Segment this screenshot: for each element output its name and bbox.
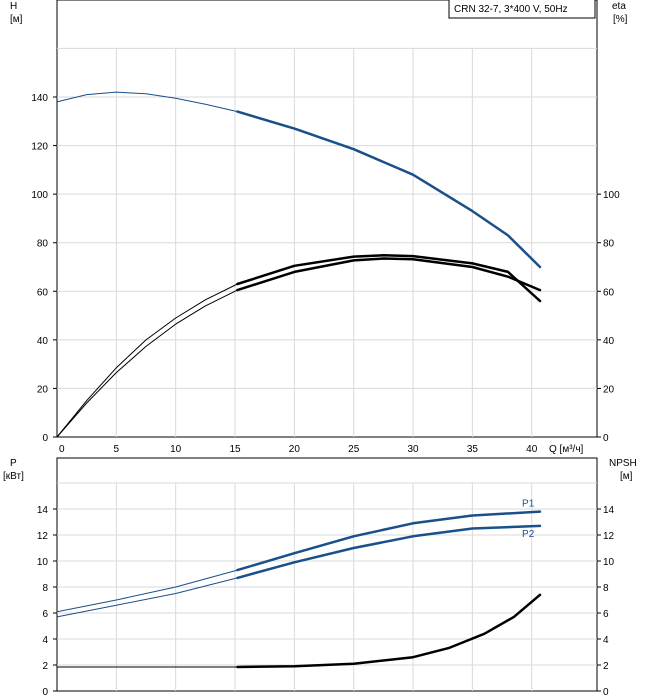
series-eta-lower-line (236, 254, 542, 303)
series-p2-extrapolated-line (56, 577, 238, 618)
left-axis-tick-label: 14 (37, 505, 49, 516)
left-axis-tick-label: 60 (37, 287, 49, 298)
x-axis-tick-label: 20 (289, 444, 301, 455)
x-axis-tick-label: 35 (467, 444, 479, 455)
left-axis-tick-label: 6 (42, 609, 48, 620)
series-p2-label: P2 (522, 529, 535, 540)
right-axis-tick-label: 4 (603, 635, 609, 646)
series-p2-line (236, 524, 542, 580)
right-axis-tick-label: 20 (603, 384, 615, 395)
series-head-extrapolated-line (56, 91, 238, 113)
right-axis-tick-label: 8 (603, 583, 609, 594)
model-label-box (448, 0, 596, 19)
plot-frame (56, 457, 598, 692)
right-axis-tick-label: 60 (603, 287, 615, 298)
x-axis-tick-label: 0 (59, 444, 65, 455)
series-eta-upper-line (236, 257, 542, 292)
series-eta-lower-extrapolated-line (56, 283, 238, 438)
plot-frame (56, 0, 598, 438)
right-axis-tick-label: 0 (603, 687, 609, 698)
left-axis-tick-label: 20 (37, 384, 49, 395)
series-p1-line (236, 510, 542, 572)
right-axis-tick-label: 14 (603, 505, 615, 516)
right-axis-tick-label: 6 (603, 609, 609, 620)
head-efficiency-panel: 020406080100120140020406080100H[м]eta[%]… (10, 0, 628, 455)
x-axis-tick-label: 40 (526, 444, 538, 455)
left-axis-unit: [кВт] (3, 471, 24, 482)
left-axis-tick-label: 0 (42, 433, 48, 444)
x-axis-tick-label: 5 (114, 444, 120, 455)
left-axis-title: H (10, 1, 17, 12)
left-axis-tick-label: 8 (42, 583, 48, 594)
series-head-line (236, 110, 542, 269)
series-npsh-line (236, 593, 542, 669)
x-axis-tick-label: 10 (170, 444, 182, 455)
series-p1-label: P1 (522, 499, 535, 510)
right-axis-tick-label: 2 (603, 661, 609, 672)
right-axis-tick-label: 100 (603, 190, 620, 201)
right-axis-tick-label: 40 (603, 336, 615, 347)
x-axis-title: Q [м³/ч] (549, 444, 584, 455)
x-axis-tick-label: 15 (229, 444, 241, 455)
left-axis-tick-label: 12 (37, 531, 49, 542)
right-axis-tick-label: 12 (603, 531, 615, 542)
left-axis-tick-label: 140 (31, 93, 48, 104)
right-axis-unit: [%] (613, 14, 628, 25)
right-axis-title: eta (612, 1, 626, 12)
right-axis-tick-label: 0 (603, 433, 609, 444)
left-axis-tick-label: 100 (31, 190, 48, 201)
right-axis-tick-label: 10 (603, 557, 615, 568)
right-axis-unit: [м] (620, 471, 633, 482)
left-axis-tick-label: 120 (31, 142, 48, 153)
left-axis-tick-label: 2 (42, 661, 48, 672)
power-npsh-panel: 0 2 4 6 8 10 12 14 0 2 4 6 8 10 12 14 P [кВт] NPSH [м] P1 P2 (3, 457, 637, 698)
x-axis-tick-label: 30 (407, 444, 419, 455)
left-axis-title: P (10, 458, 17, 469)
right-axis-tick-label: 80 (603, 239, 615, 250)
left-axis-tick-label: 0 (42, 687, 48, 698)
left-axis-tick-label: 80 (37, 239, 49, 250)
x-axis-tick-label: 25 (348, 444, 360, 455)
left-axis-unit: [м] (10, 14, 23, 25)
left-axis-tick-label: 10 (37, 557, 49, 568)
left-axis-tick-label: 40 (37, 336, 49, 347)
series-eta-upper-extrapolated-line (56, 289, 238, 438)
model-label: CRN 32-7, 3*400 V, 50Hz (454, 4, 568, 15)
right-axis-title: NPSH (609, 458, 637, 469)
series-p1-extrapolated-line (56, 569, 238, 613)
left-axis-tick-label: 4 (42, 635, 48, 646)
